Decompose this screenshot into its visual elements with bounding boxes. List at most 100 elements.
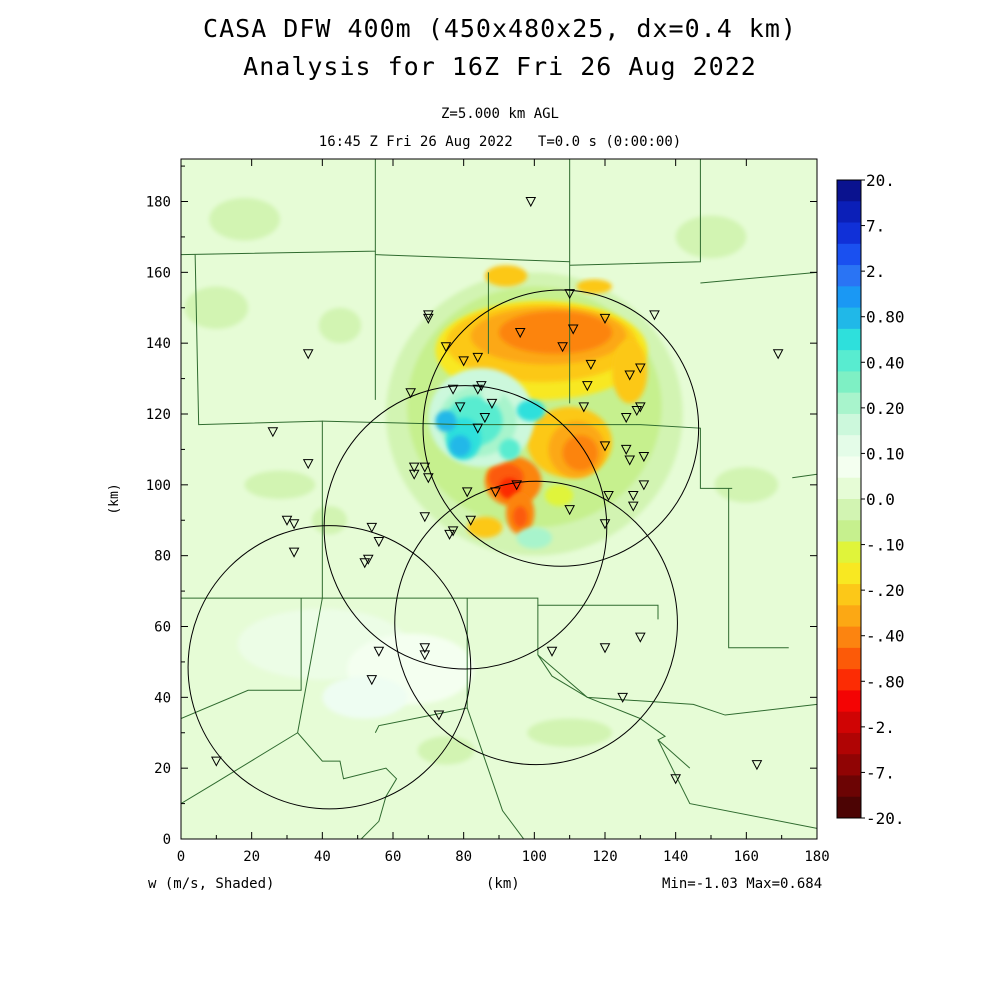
station-marker: [649, 310, 660, 321]
x-tick-label: 100: [522, 849, 547, 865]
colorbar-swatch: [837, 775, 861, 798]
colorbar-swatch: [837, 243, 861, 266]
station-marker: [472, 384, 484, 395]
county-line: [728, 488, 789, 649]
county-line: [181, 598, 302, 720]
county-boundaries: [181, 159, 817, 839]
colorbar-swatch: [837, 562, 861, 585]
station-marker: [405, 388, 416, 399]
chart-title-line2: Analysis for 16Z Fri 26 Aug 2022: [243, 52, 757, 81]
colorbar-swatch: [837, 584, 861, 606]
field-patch: [499, 438, 521, 461]
field-patch: [513, 506, 528, 528]
y-tick-label: 180: [146, 195, 171, 211]
station-marker: [585, 359, 597, 370]
station-marker: [472, 352, 484, 363]
station-marker: [599, 519, 611, 530]
field-patch: [467, 516, 503, 538]
colorbar-swatch: [837, 626, 861, 649]
station-marker: [772, 349, 784, 360]
station-marker: [751, 760, 763, 771]
station-marker: [440, 342, 452, 353]
county-line: [700, 271, 817, 284]
station-marker: [670, 774, 681, 785]
colorbar-swatch: [837, 520, 861, 543]
station-marker: [627, 490, 639, 502]
range-ring: [422, 289, 700, 567]
field-patch: [322, 676, 408, 719]
station-marker: [599, 313, 611, 324]
colorbar-swatch: [837, 286, 861, 309]
station-marker: [302, 349, 314, 360]
station-marker: [408, 469, 420, 480]
x-tick-label: 140: [663, 849, 688, 865]
colorbar-swatch: [837, 732, 861, 755]
county-line: [297, 598, 398, 839]
station-marker: [514, 328, 526, 339]
range-ring: [323, 385, 608, 670]
county-line: [537, 654, 817, 716]
field-label: w (m/s, Shaded): [148, 876, 275, 892]
station-marker: [631, 405, 643, 417]
field-patch: [435, 410, 457, 432]
colorbar-label: -.20: [866, 581, 905, 600]
field-patch: [311, 506, 348, 535]
field-patch: [714, 467, 779, 503]
station-marker: [444, 529, 455, 540]
field-patch: [562, 435, 598, 471]
colorbar-label: -20.: [866, 809, 905, 828]
station-marker: [454, 402, 466, 413]
y-tick-label: 60: [154, 620, 171, 636]
y-tick-label: 100: [146, 478, 171, 494]
field-patch: [499, 311, 613, 354]
station-marker: [419, 643, 431, 654]
field-patch: [318, 307, 362, 344]
colorbar-swatch: [837, 796, 861, 819]
station-marker: [476, 381, 487, 392]
station-marker: [599, 441, 611, 452]
county-line: [322, 420, 733, 489]
x-tick-label: 40: [314, 849, 331, 865]
field-patch: [449, 435, 471, 457]
station-marker: [479, 413, 491, 424]
station-marker: [461, 487, 473, 498]
station-marker: [638, 480, 650, 491]
colorbar-swatch: [837, 456, 861, 479]
station-marker: [458, 356, 469, 367]
colorbar-label: 0.10: [866, 444, 905, 463]
station-marker: [638, 452, 650, 463]
station-marker: [620, 413, 632, 424]
range-ring: [187, 525, 472, 810]
station-marker: [624, 455, 636, 466]
station-marker: [419, 650, 431, 661]
station-marker: [599, 643, 611, 654]
colorbar-swatch: [837, 690, 861, 713]
county-line: [657, 739, 817, 829]
field-patch: [544, 484, 574, 507]
field-patch: [417, 736, 475, 765]
colorbar-label: -.40: [866, 627, 905, 646]
county-line: [466, 598, 525, 839]
colorbar-swatch: [837, 435, 861, 457]
y-tick-label: 80: [154, 549, 171, 565]
station-marker: [447, 526, 459, 537]
station-marker: [465, 515, 477, 526]
station-marker: [288, 519, 300, 530]
station-marker: [419, 462, 431, 473]
colorbar-label: 2.: [866, 262, 885, 281]
x-tick-label: 80: [455, 849, 472, 865]
field-patch: [244, 470, 316, 500]
x-tick-label: 0: [177, 849, 185, 865]
colorbar-swatch: [837, 328, 861, 351]
field-patch: [527, 718, 613, 747]
station-marker: [419, 512, 431, 523]
colorbar-label: -7.: [866, 763, 895, 782]
station-marker: [525, 197, 537, 208]
colorbar-label: 0.0: [866, 490, 895, 509]
station-marker: [635, 632, 646, 643]
colorbar-swatch: [837, 265, 861, 287]
colorbar-label: 0.80: [866, 308, 905, 327]
county-line: [537, 605, 691, 769]
x-axis-label: (km): [486, 876, 520, 892]
county-line: [792, 473, 817, 479]
